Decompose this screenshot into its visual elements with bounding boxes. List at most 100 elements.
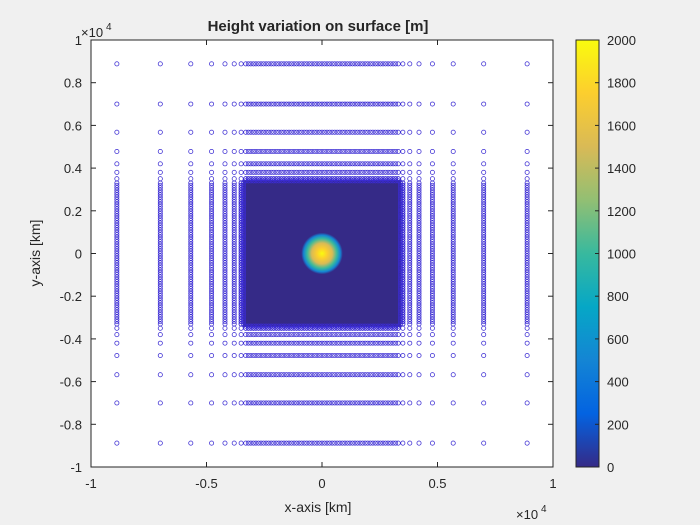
data-point	[114, 197, 120, 202]
data-point	[383, 61, 389, 67]
data-point	[407, 279, 413, 285]
data-point	[388, 340, 394, 346]
data-point	[291, 148, 297, 154]
data-point	[350, 323, 355, 329]
data-point	[450, 194, 456, 200]
data-point	[322, 169, 328, 175]
data-point	[400, 241, 406, 247]
data-point	[388, 353, 394, 359]
data-point	[334, 400, 340, 406]
data-point	[188, 169, 194, 175]
data-point	[157, 314, 163, 320]
data-point	[240, 215, 246, 221]
data-point	[299, 353, 305, 359]
data-point	[400, 309, 406, 315]
data-point	[407, 194, 413, 200]
data-point	[524, 211, 530, 217]
data-point	[240, 258, 246, 264]
data-point	[357, 101, 363, 107]
data-point	[114, 215, 120, 221]
data-point	[429, 169, 435, 175]
data-point	[416, 255, 422, 261]
data-point	[248, 161, 254, 167]
data-point	[407, 129, 413, 135]
data-point	[481, 253, 487, 259]
data-point	[258, 148, 264, 154]
data-point	[283, 353, 289, 359]
data-point	[350, 61, 355, 67]
data-point	[481, 189, 487, 195]
data-point	[157, 325, 163, 331]
data-point	[261, 323, 267, 329]
data-point	[271, 400, 277, 406]
data-point	[157, 276, 163, 282]
data-point	[400, 258, 406, 264]
data-point	[231, 248, 237, 254]
data-point	[281, 61, 287, 67]
data-point	[429, 251, 435, 256]
data-point	[240, 211, 246, 217]
data-point	[367, 400, 373, 406]
data-point	[250, 61, 256, 67]
data-point	[481, 251, 487, 256]
data-point	[450, 220, 456, 226]
data-point	[450, 248, 456, 254]
data-point	[248, 400, 254, 406]
data-point	[416, 229, 422, 235]
data-point	[188, 176, 194, 182]
data-point	[395, 372, 401, 378]
data-point	[304, 61, 310, 67]
data-point	[347, 129, 353, 135]
data-point	[231, 260, 237, 266]
data-point	[222, 279, 228, 285]
data-point	[231, 253, 237, 259]
data-point	[245, 372, 251, 378]
data-point	[240, 204, 246, 210]
data-point	[263, 61, 269, 67]
data-point	[289, 169, 294, 175]
data-point	[222, 440, 228, 446]
data-point	[209, 194, 215, 200]
data-point	[385, 372, 391, 378]
data-point	[240, 255, 246, 261]
data-point	[188, 234, 194, 240]
data-point	[188, 211, 194, 217]
data-point	[231, 255, 237, 261]
data-point	[481, 241, 487, 247]
data-point	[416, 241, 422, 247]
data-point	[375, 61, 381, 67]
data-point	[240, 248, 246, 254]
data-point	[222, 283, 228, 289]
data-point	[322, 176, 328, 182]
data-point	[278, 332, 284, 338]
data-point	[314, 169, 320, 175]
data-point	[231, 353, 237, 359]
data-point	[266, 400, 272, 406]
data-point	[114, 206, 120, 212]
data-point	[395, 161, 401, 167]
data-point	[240, 199, 246, 205]
data-point	[380, 148, 386, 154]
data-point	[294, 440, 300, 446]
data-point	[407, 61, 413, 67]
data-point	[243, 129, 249, 135]
data-point	[395, 440, 401, 446]
colorbar-tick-label: 1800	[607, 76, 636, 91]
data-point	[276, 169, 282, 175]
data-point	[400, 340, 406, 346]
data-point	[400, 281, 406, 287]
data-point	[281, 161, 287, 167]
data-point	[291, 340, 297, 346]
data-point	[450, 232, 456, 238]
data-point	[429, 161, 435, 167]
data-point	[222, 262, 228, 268]
data-point	[481, 101, 487, 107]
data-point	[253, 129, 259, 135]
data-point	[240, 274, 246, 280]
data-point	[334, 61, 340, 67]
data-point	[294, 169, 300, 175]
data-point	[407, 300, 413, 306]
data-point	[329, 340, 335, 346]
data-point	[276, 372, 282, 378]
data-point	[342, 129, 348, 135]
